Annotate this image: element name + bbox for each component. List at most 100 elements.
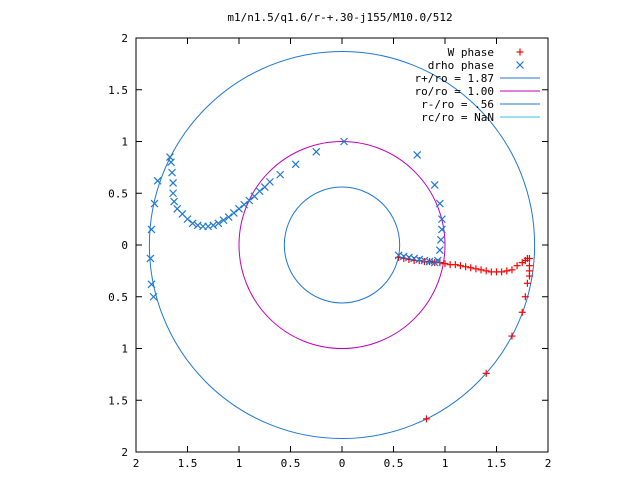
drho-phase-point: [235, 204, 243, 213]
x-tick-label: 0.5: [384, 457, 404, 470]
drho-phase-point: [413, 151, 422, 159]
reference-circle: [283, 186, 401, 304]
marker-stroke: [149, 292, 158, 301]
drho-phase-point: [255, 187, 264, 196]
drho-phase-point: [229, 208, 238, 217]
marker-stroke: [255, 187, 264, 196]
drho-phase-point: [167, 158, 175, 167]
marker-stroke: [516, 61, 524, 69]
w-phase-point: [441, 260, 449, 268]
drho-phase-point: [435, 199, 444, 208]
legend-label: W phase: [448, 46, 494, 59]
drho-phase-point: [240, 200, 249, 209]
w-phase-point: [523, 279, 531, 287]
marker-stroke: [224, 213, 233, 221]
w-phase-point: [477, 266, 485, 274]
drho-phase-point: [291, 160, 300, 169]
marker-stroke: [153, 176, 162, 185]
drho-phase-point: [437, 225, 446, 234]
drho-phase-point: [224, 213, 233, 221]
x-tick-label: 1: [442, 457, 449, 470]
marker-stroke: [150, 199, 159, 208]
drho-phase-point: [150, 199, 159, 208]
marker-stroke: [437, 225, 446, 234]
marker-stroke: [430, 181, 439, 189]
w-phase-point: [498, 268, 506, 276]
marker-stroke: [433, 256, 442, 265]
marker-stroke: [209, 221, 218, 230]
w-phase-point: [472, 265, 480, 273]
marker-stroke: [214, 219, 223, 228]
marker-stroke: [340, 137, 348, 146]
marker-stroke: [235, 204, 243, 213]
reference-circles: [148, 50, 536, 440]
legend-marker-sample: [516, 48, 524, 56]
marker-stroke: [265, 177, 274, 186]
w-phase-point: [482, 369, 490, 377]
drho-phase-point: [183, 215, 192, 224]
w-phase-point: [422, 415, 430, 423]
marker-stroke: [169, 178, 178, 187]
legend-label: drho phase: [428, 59, 494, 72]
y-tick-label: 1: [121, 343, 128, 356]
marker-stroke: [413, 151, 422, 159]
marker-stroke: [170, 197, 179, 206]
w-phase-point: [525, 254, 533, 262]
marker-stroke: [276, 170, 285, 179]
x-tick-label: 2: [545, 457, 552, 470]
x-tick-label: 1: [236, 457, 243, 470]
drho-phase-point: [435, 246, 444, 255]
marker-stroke: [173, 204, 182, 213]
drho-phase-point: [147, 280, 156, 289]
drho-phase-point: [312, 147, 321, 156]
y-tick-label: 2: [121, 32, 128, 45]
marker-stroke: [219, 216, 228, 225]
axis-ticks: 2 1.5 1 0.5 0 0.5 1 1.5 221.510.500.511.52: [108, 32, 551, 470]
marker-stroke: [147, 280, 156, 289]
marker-stroke: [167, 158, 175, 167]
w-phase-point: [467, 264, 475, 272]
legend-label: r+/ro = 1.87: [415, 72, 494, 85]
w-phase-point: [503, 267, 511, 275]
drho-phase-point: [430, 181, 439, 189]
marker-stroke: [188, 219, 197, 228]
y-tick-label: 1.5: [108, 84, 128, 97]
marker-stroke: [168, 168, 176, 177]
marker-stroke: [436, 235, 445, 244]
y-tick-label: 0: [121, 239, 128, 252]
drho-phase-point: [245, 196, 254, 205]
marker-stroke: [437, 215, 446, 224]
marker-stroke: [312, 147, 321, 156]
y-tick-label: 0.5: [108, 187, 128, 200]
drho-phase-point: [209, 221, 218, 230]
chart-title: m1/n1.5/q1.6/r-+.30-j155/M10.0/512: [227, 11, 452, 24]
legend-label: rc/ro = NaN: [421, 111, 494, 124]
drho-phase-point: [265, 177, 274, 186]
y-tick-label: 1: [121, 136, 128, 149]
drho-phase-point: [436, 235, 445, 244]
y-tick-label: 0.5: [108, 291, 128, 304]
marker-stroke: [204, 222, 213, 231]
phase-points: [146, 137, 533, 423]
x-tick-label: 0: [339, 457, 346, 470]
marker-stroke: [435, 199, 444, 208]
w-phase-point: [513, 262, 521, 270]
marker-stroke: [146, 254, 155, 263]
drho-phase-point: [169, 178, 178, 187]
marker-stroke: [435, 246, 444, 255]
drho-phase-point: [149, 292, 158, 301]
legend-marker-sample: [516, 61, 524, 69]
drho-phase-point: [437, 215, 446, 224]
legend-label: r-/ro = .56: [421, 98, 494, 111]
x-tick-label: 1.5: [487, 457, 507, 470]
w-phase-point: [525, 272, 533, 280]
w-phase-point: [518, 308, 526, 316]
w-phase-point: [451, 261, 459, 269]
drho-phase-point: [153, 176, 162, 185]
x-tick-label: 2: [133, 457, 140, 470]
w-phase-point: [456, 262, 464, 270]
marker-stroke: [240, 200, 249, 209]
legend-label: ro/ro = 1.00: [415, 85, 494, 98]
y-tick-label: 2: [121, 446, 128, 459]
